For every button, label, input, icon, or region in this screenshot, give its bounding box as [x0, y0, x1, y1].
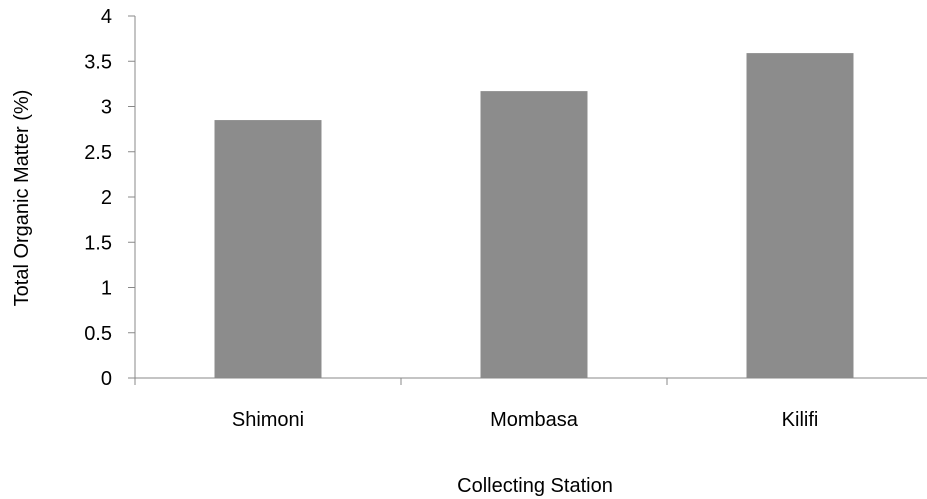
- y-tick-label: 3.5: [84, 51, 112, 73]
- y-tick-label: 2: [101, 187, 112, 209]
- y-ticks-group: 0 0.5 1 1.5 2 2.5 3 3.5 4: [84, 6, 135, 390]
- y-tick-label: 0: [101, 368, 112, 390]
- y-tick-label: 2.5: [84, 142, 112, 164]
- x-category-label: Mombasa: [490, 409, 579, 431]
- y-tick-label: 4: [101, 6, 112, 28]
- y-tick-label: 1: [101, 278, 112, 300]
- y-tick-label: 3: [101, 97, 112, 119]
- bar-mombasa: [480, 91, 588, 379]
- x-ticks-group: Shimoni Mombasa Kilifi: [134, 378, 819, 431]
- bar-shimoni: [214, 120, 322, 378]
- bars-group: [214, 53, 854, 379]
- x-axis-title: Collecting Station: [457, 475, 613, 497]
- x-category-label: Kilifi: [782, 409, 819, 431]
- x-category-label: Shimoni: [232, 409, 304, 431]
- y-axis-title: Total Organic Matter (%): [11, 90, 33, 307]
- y-tick-label: 1.5: [84, 232, 112, 254]
- y-tick-label: 0.5: [84, 323, 112, 345]
- bar-kilifi: [746, 53, 854, 378]
